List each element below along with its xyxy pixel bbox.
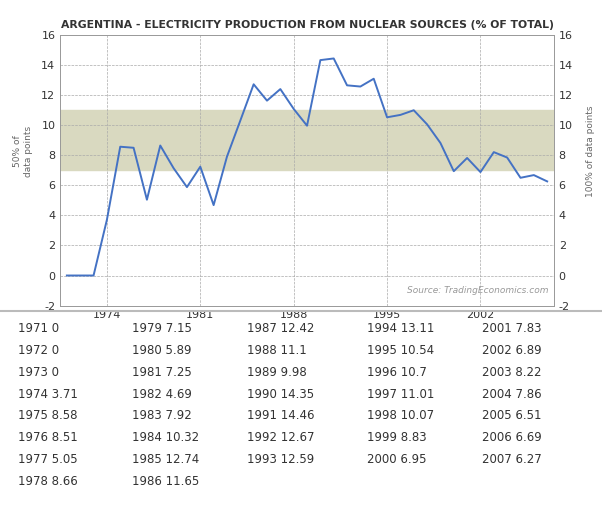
- Text: 1987 12.42: 1987 12.42: [247, 322, 314, 335]
- Text: 2006 6.69: 2006 6.69: [482, 431, 541, 444]
- Text: 1990 14.35: 1990 14.35: [247, 388, 314, 400]
- Text: 1992 12.67: 1992 12.67: [247, 431, 314, 444]
- Text: 2004 7.86: 2004 7.86: [482, 388, 541, 400]
- Text: 1974 3.71: 1974 3.71: [18, 388, 78, 400]
- Text: 1979 7.15: 1979 7.15: [132, 322, 192, 335]
- Text: 1997 11.01: 1997 11.01: [367, 388, 435, 400]
- Text: 1982 4.69: 1982 4.69: [132, 388, 192, 400]
- Text: 1994 13.11: 1994 13.11: [367, 322, 435, 335]
- Text: 2007 6.27: 2007 6.27: [482, 453, 541, 466]
- Text: 2001 7.83: 2001 7.83: [482, 322, 541, 335]
- Text: 1978 8.66: 1978 8.66: [18, 475, 78, 488]
- Text: 1976 8.51: 1976 8.51: [18, 431, 78, 444]
- Text: 2000 6.95: 2000 6.95: [367, 453, 427, 466]
- Text: 1996 10.7: 1996 10.7: [367, 366, 427, 379]
- Bar: [60, 111, 554, 170]
- Text: 50% of
data points: 50% of data points: [13, 126, 33, 177]
- Text: 1989 9.98: 1989 9.98: [247, 366, 306, 379]
- Text: 1988 11.1: 1988 11.1: [247, 344, 306, 357]
- Text: 1983 7.92: 1983 7.92: [132, 410, 192, 423]
- Text: 1995 10.54: 1995 10.54: [367, 344, 435, 357]
- Text: 1991 14.46: 1991 14.46: [247, 410, 314, 423]
- Text: 1973 0: 1973 0: [18, 366, 59, 379]
- Text: 1980 5.89: 1980 5.89: [132, 344, 192, 357]
- Title: ARGENTINA - ELECTRICITY PRODUCTION FROM NUCLEAR SOURCES (% OF TOTAL): ARGENTINA - ELECTRICITY PRODUCTION FROM …: [61, 20, 553, 30]
- Text: 1999 8.83: 1999 8.83: [367, 431, 427, 444]
- Text: 1993 12.59: 1993 12.59: [247, 453, 314, 466]
- Text: 2003 8.22: 2003 8.22: [482, 366, 541, 379]
- Text: 1975 8.58: 1975 8.58: [18, 410, 78, 423]
- Text: 1985 12.74: 1985 12.74: [132, 453, 200, 466]
- Text: 1984 10.32: 1984 10.32: [132, 431, 200, 444]
- Text: 1977 5.05: 1977 5.05: [18, 453, 78, 466]
- Text: 100% of data points: 100% of data points: [586, 106, 595, 197]
- Text: 1972 0: 1972 0: [18, 344, 59, 357]
- Text: 2005 6.51: 2005 6.51: [482, 410, 541, 423]
- Text: 1971 0: 1971 0: [18, 322, 59, 335]
- Text: 1998 10.07: 1998 10.07: [367, 410, 435, 423]
- Text: 2002 6.89: 2002 6.89: [482, 344, 541, 357]
- Text: 1986 11.65: 1986 11.65: [132, 475, 200, 488]
- Text: 1981 7.25: 1981 7.25: [132, 366, 192, 379]
- Text: Source: TradingEconomics.com: Source: TradingEconomics.com: [408, 286, 549, 295]
